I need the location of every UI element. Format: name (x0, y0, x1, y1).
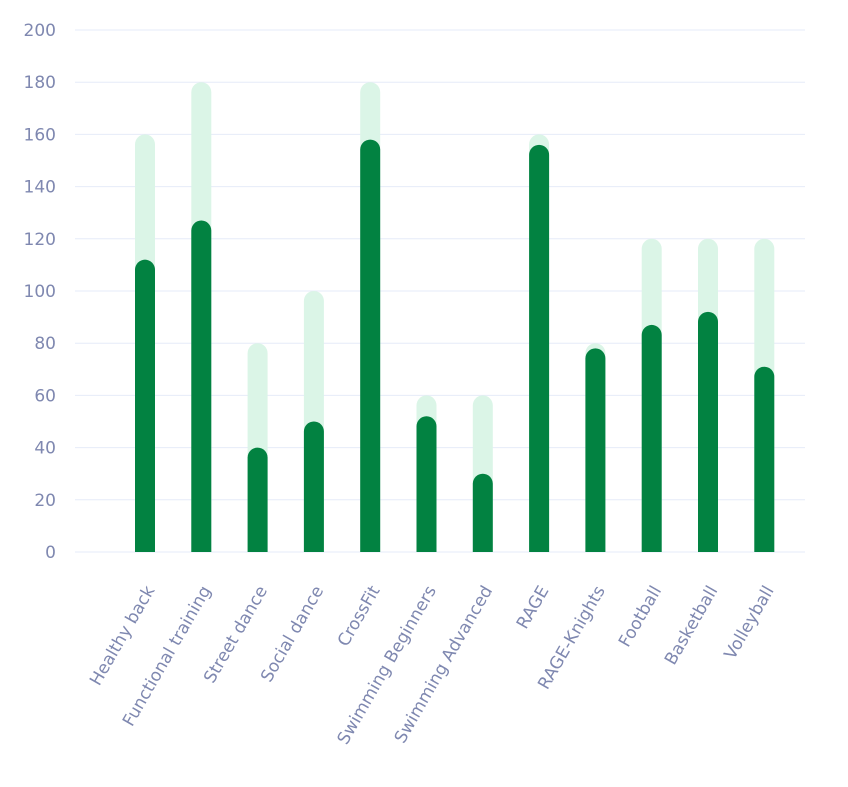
x-tick-label: Swimming Advanced (391, 583, 497, 747)
grid-lines (75, 29, 805, 553)
x-tick-label: RAGE (513, 583, 554, 633)
value-bar (360, 139, 381, 552)
value-bar (754, 366, 775, 552)
x-tick-label: Basketball (661, 583, 722, 669)
y-tick-label: 40 (34, 439, 56, 459)
y-axis-ticks: 0 20 40 60 80 100 120 140 160 180 200 (24, 21, 56, 563)
y-tick-label: 60 (34, 386, 56, 406)
y-tick-label: 180 (24, 73, 56, 93)
x-tick-label: Swimming Beginners (334, 582, 441, 748)
x-tick-label: Football (615, 583, 666, 651)
value-bars (135, 139, 775, 552)
y-tick-label: 200 (24, 21, 56, 41)
capacity-bars (135, 82, 775, 552)
y-tick-label: 160 (24, 125, 56, 145)
value-bar (472, 473, 493, 552)
value-bar (303, 421, 324, 552)
value-bar (641, 324, 662, 552)
value-bar (416, 416, 437, 552)
value-bar (191, 220, 212, 552)
value-bar (698, 311, 718, 552)
y-tick-label: 140 (24, 178, 56, 198)
value-bar (529, 144, 550, 552)
x-tick-label: CrossFit (334, 582, 385, 650)
x-tick-label: Volleyball (721, 583, 779, 663)
value-bar (585, 348, 606, 552)
value-bar (135, 259, 155, 552)
y-tick-label: 0 (45, 543, 56, 563)
y-tick-label: 80 (34, 334, 56, 354)
y-tick-label: 100 (24, 282, 56, 302)
y-tick-label: 20 (34, 491, 56, 511)
y-tick-label: 120 (24, 230, 56, 250)
value-bar (247, 447, 268, 552)
